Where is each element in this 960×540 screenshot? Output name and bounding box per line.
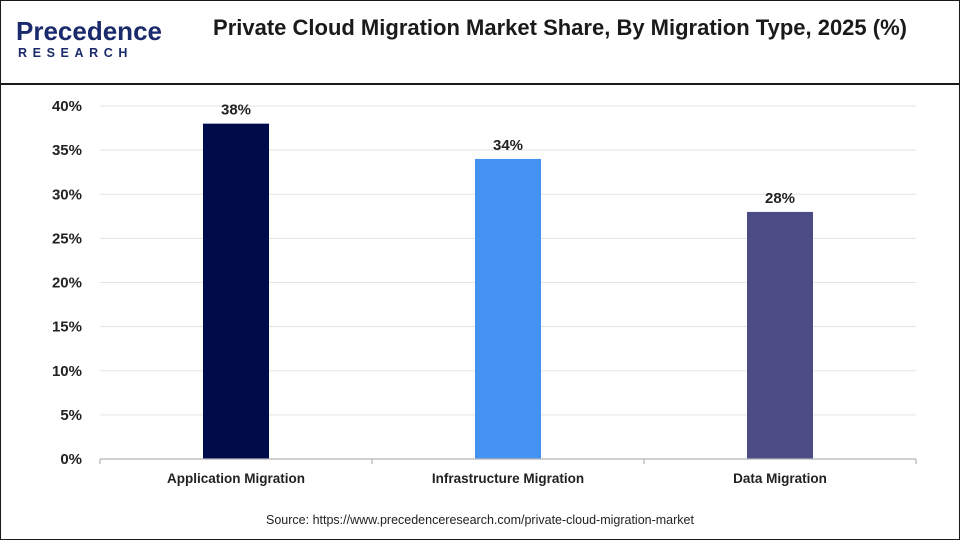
y-tick-label: 25% bbox=[52, 230, 82, 247]
y-tick-label: 20% bbox=[52, 275, 82, 292]
y-tick-label: 10% bbox=[52, 363, 82, 380]
y-tick-label: 40% bbox=[52, 98, 82, 115]
bars bbox=[203, 123, 813, 460]
data-label: 34% bbox=[493, 137, 523, 154]
y-tick-label: 15% bbox=[52, 319, 82, 336]
category-labels: Application Migration Infrastructure Migr… bbox=[167, 471, 827, 486]
y-tick-label: 30% bbox=[52, 186, 82, 203]
bar bbox=[747, 211, 813, 459]
bar bbox=[203, 123, 269, 460]
y-axis-ticks: 0% 5% 10% 15% 20% 25% 30% 35% 40% bbox=[52, 98, 82, 468]
header-divider bbox=[0, 83, 960, 85]
data-label: 38% bbox=[221, 102, 251, 119]
x-axis bbox=[99, 458, 917, 464]
y-tick-label: 5% bbox=[60, 407, 82, 424]
category-label: Data Migration bbox=[733, 471, 827, 486]
category-label: Infrastructure Migration bbox=[432, 471, 584, 486]
category-label: Application Migration bbox=[167, 471, 305, 486]
data-labels: 38% 34% 28% bbox=[221, 102, 795, 207]
data-label: 28% bbox=[765, 190, 795, 207]
bar bbox=[475, 158, 541, 459]
header: Precedence RESEARCH Private Cloud Migrat… bbox=[0, 0, 960, 84]
brand-logo: Precedence RESEARCH bbox=[16, 14, 166, 70]
y-tick-label: 35% bbox=[52, 142, 82, 159]
logo-wordmark: Precedence bbox=[16, 16, 162, 46]
logo-subtitle: RESEARCH bbox=[18, 46, 133, 60]
chart-title: Private Cloud Migration Market Share, By… bbox=[213, 15, 907, 40]
y-tick-label: 0% bbox=[60, 451, 82, 468]
bar-chart: 0% 5% 10% 15% 20% 25% 30% 35% 40% 38% 34% 28% Appl… bbox=[52, 98, 917, 486]
source-note: Source: https://www.precedenceresearch.c… bbox=[266, 513, 694, 527]
